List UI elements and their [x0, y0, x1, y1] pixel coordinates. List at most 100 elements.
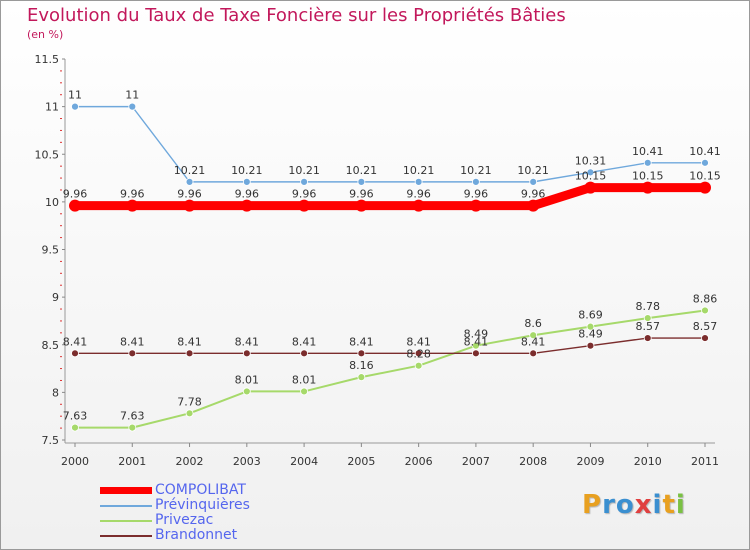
data-point [586, 341, 595, 350]
data-point [527, 199, 540, 212]
data-label: 10.21 [460, 164, 492, 177]
y-tick-label: 11 [45, 101, 59, 114]
data-label: 8.01 [235, 373, 260, 386]
logo-letter: i [675, 490, 686, 520]
data-label: 10.41 [689, 145, 721, 158]
x-tick-label: 2000 [61, 455, 89, 468]
y-tick-label: 8.5 [42, 339, 60, 352]
data-point [586, 168, 595, 177]
data-point [529, 177, 538, 186]
data-point [242, 349, 251, 358]
data-label: 8.69 [578, 309, 603, 322]
data-label: 11 [125, 89, 139, 102]
x-tick-label: 2008 [519, 455, 547, 468]
data-label: 8.6 [524, 317, 542, 330]
data-label: 9.96 [63, 188, 88, 201]
data-point [472, 177, 480, 186]
data-point [71, 349, 79, 358]
data-label: 8.49 [464, 328, 489, 341]
data-label: 8.78 [635, 300, 660, 313]
data-label: 10.21 [288, 164, 320, 177]
x-tick-label: 2010 [634, 455, 662, 468]
data-point [586, 322, 595, 331]
data-label: 10.15 [575, 170, 607, 183]
data-point [357, 373, 366, 382]
y-tick-label: 10.5 [35, 148, 60, 161]
y-tick-label: 11.5 [35, 53, 60, 66]
data-point [643, 158, 652, 167]
data-label: 8.41 [63, 335, 88, 348]
data-label: 8.57 [635, 320, 660, 333]
data-point [414, 361, 423, 370]
data-label: 9.96 [521, 188, 546, 201]
x-tick-label: 2006 [405, 455, 433, 468]
data-point [298, 199, 311, 212]
data-point [300, 349, 308, 358]
data-point [529, 331, 538, 340]
series-line-1 [74, 105, 706, 183]
data-point [414, 349, 423, 358]
data-label: 8.41 [177, 335, 202, 348]
data-label: 10.15 [632, 170, 664, 183]
data-label: 7.63 [120, 410, 145, 423]
logo-letter: o [615, 490, 635, 520]
data-point [701, 334, 709, 342]
data-label: 8.41 [464, 335, 489, 348]
data-point [126, 199, 139, 212]
data-point [355, 199, 368, 212]
data-label: 9.96 [120, 188, 145, 201]
data-label: 9.96 [292, 188, 317, 201]
data-point [701, 158, 709, 167]
data-label: 8.41 [406, 335, 431, 348]
data-point [357, 349, 366, 358]
x-tick-label: 2011 [691, 455, 719, 468]
legend-label: Prévinquières [155, 497, 250, 513]
legend-swatch [100, 505, 152, 507]
legend-label: COMPOLIBAT [155, 482, 246, 498]
data-label: 10.15 [689, 170, 721, 183]
data-label: 10.21 [403, 164, 435, 177]
data-point [412, 199, 425, 212]
x-tick-label: 2003 [233, 455, 261, 468]
data-point [242, 387, 251, 396]
data-label: 8.49 [578, 328, 603, 341]
data-label: 10.31 [575, 154, 607, 167]
data-label: 10.21 [174, 164, 206, 177]
proxiti-logo: Proxiti [582, 490, 686, 520]
data-point [643, 314, 652, 322]
x-tick-label: 2004 [290, 455, 318, 468]
data-point [472, 349, 480, 358]
data-label: 8.41 [521, 335, 546, 348]
y-tick-label: 9 [52, 291, 59, 304]
data-point [128, 102, 137, 111]
legend-label: Brandonnet [155, 527, 238, 543]
data-point [71, 102, 79, 111]
data-label: 9.96 [235, 188, 260, 201]
data-point [183, 199, 196, 212]
data-point [128, 423, 137, 432]
data-label: 8.41 [235, 335, 260, 348]
y-tick-label: 9.5 [42, 244, 60, 257]
y-tick-label: 7.5 [42, 434, 60, 447]
data-point [357, 177, 366, 186]
legend-label: Privezac [155, 512, 214, 528]
data-point [699, 181, 711, 194]
data-label: 9.96 [464, 188, 489, 201]
chart-title: Evolution du Taux de Taxe Foncière sur l… [27, 5, 566, 26]
data-point [69, 199, 81, 212]
data-label: 8.86 [693, 292, 718, 305]
legend-swatch [100, 535, 152, 537]
x-tick-label: 2009 [576, 455, 604, 468]
data-point [701, 306, 709, 315]
series-line-0 [70, 183, 710, 211]
legend-swatch [100, 520, 152, 522]
data-label: 8.28 [406, 348, 431, 361]
data-label: 10.21 [517, 164, 549, 177]
data-label: 7.63 [63, 410, 88, 423]
data-point [414, 177, 423, 186]
data-label: 8.41 [292, 335, 317, 348]
data-label: 10.21 [346, 164, 378, 177]
data-label: 10.41 [632, 145, 664, 158]
data-label: 10.21 [231, 164, 263, 177]
